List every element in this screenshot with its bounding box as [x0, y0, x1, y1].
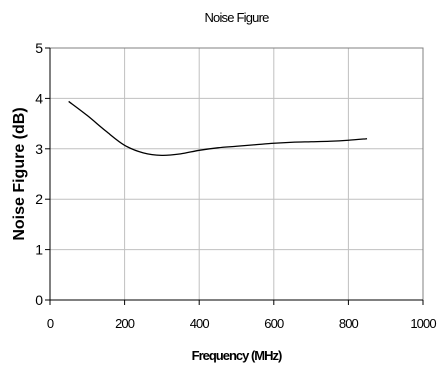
chart-title: Noise Figure: [204, 10, 269, 25]
y-tick-label: 5: [35, 40, 43, 56]
x-tick-label: 600: [264, 316, 284, 331]
y-tick-label: 2: [35, 191, 43, 207]
x-tick-label: 1000: [410, 316, 436, 331]
x-tick-label: 800: [339, 316, 359, 331]
y-tick-label: 1: [35, 242, 43, 258]
y-axis-label: Noise Figure (dB): [11, 107, 28, 240]
x-tick-label: 200: [115, 316, 135, 331]
x-axis-label: Frequency (MHz): [192, 348, 282, 363]
grid-lines: [50, 47, 423, 300]
y-tick-labels: 0 1 2 3 4 5: [35, 40, 43, 308]
y-tick-label: 3: [35, 141, 43, 157]
x-tick-labels: 0 200 400 600 800 1000: [47, 316, 437, 331]
series-line: [68, 100, 368, 157]
y-tick-label: 0: [35, 292, 43, 308]
x-tick-label: 400: [190, 316, 210, 331]
y-tick-label: 4: [35, 90, 43, 106]
plot-area-frame: [49, 47, 424, 301]
x-tick-label: 0: [47, 316, 54, 331]
axes: [45, 47, 424, 305]
series-group: [68, 100, 368, 157]
